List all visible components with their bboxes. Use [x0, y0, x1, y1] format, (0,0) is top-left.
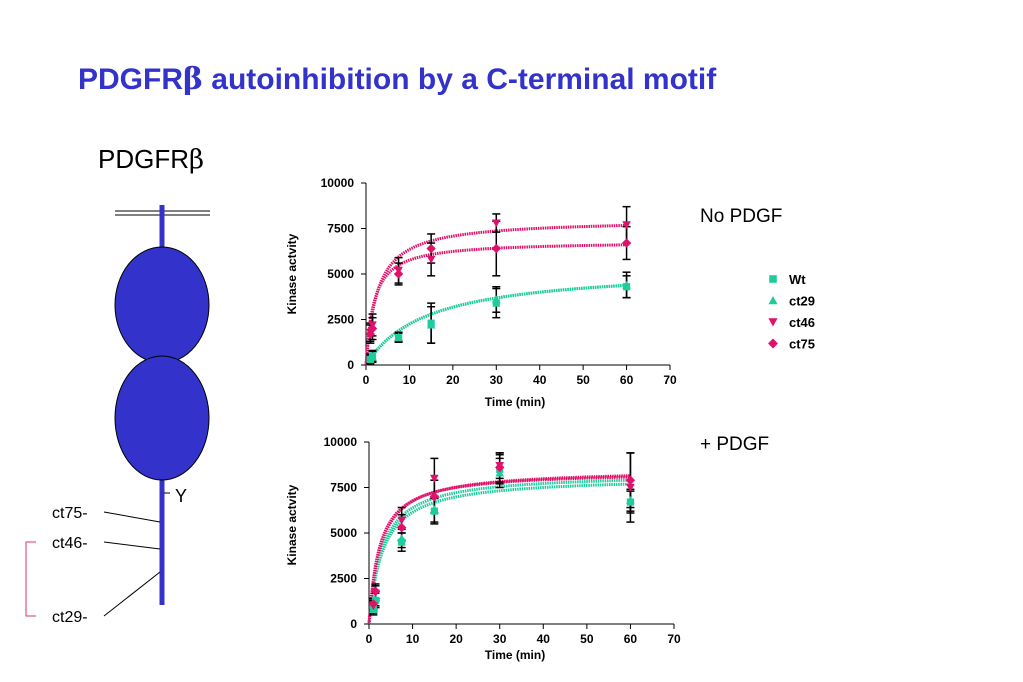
y-tick-label: 2500	[330, 572, 357, 586]
fit-curve-ct75	[367, 474, 631, 625]
fit-curve-ct29	[364, 283, 627, 366]
chart-no-pdgf-x-label: Time (min)	[485, 395, 545, 409]
data-point-ct75	[370, 586, 381, 596]
data-point-ct46	[397, 516, 406, 525]
title-prefix: PDGFR	[78, 63, 183, 96]
beta-symbol: β	[183, 62, 203, 97]
legend-label-ct75: ct75	[789, 337, 815, 352]
y-tick-label: 10000	[321, 176, 355, 190]
data-point-ct46	[426, 255, 436, 264]
fit-curve-Wt	[367, 482, 631, 625]
x-tick-label: 40	[537, 632, 551, 646]
data-point-ct29	[495, 468, 505, 477]
x-tick-label: 40	[533, 373, 547, 387]
data-point-ct75	[621, 238, 632, 248]
data-point-ct75	[429, 491, 440, 502]
receptor-diagram: Y ct75- ct46- ct29-	[25, 205, 210, 626]
panel-label-plus-pdgf: + PDGF	[700, 434, 770, 455]
truncation-label-ct29: ct29-	[52, 609, 88, 626]
x-tick-label: 30	[490, 373, 504, 387]
x-tick-label: 60	[620, 373, 634, 387]
truncation-label-ct75: ct75-	[52, 505, 88, 522]
truncation-label-ct46: ct46-	[52, 535, 88, 552]
data-point-ct75	[368, 599, 379, 609]
data-point-ct75	[625, 475, 636, 485]
data-point-ct29	[622, 280, 631, 289]
legend-marker-ct29	[768, 295, 778, 305]
kinase-lobe-lower	[114, 355, 210, 481]
data-point-ct75	[426, 243, 436, 254]
y-tick-label: 2500	[327, 313, 354, 327]
kinase-lobe-upper	[114, 246, 210, 364]
x-tick-label: 0	[363, 373, 370, 387]
chart-no-pdgf: 0 10 20 30 40 50 60 70 0 2500 5000 7500 10000 Time (…	[285, 176, 677, 409]
receptor-label: PDGFRβ	[98, 144, 204, 175]
legend-label-ct29: ct29	[789, 294, 815, 309]
pointer-ct46	[103, 541, 161, 550]
x-tick-label: 70	[667, 632, 681, 646]
tyrosine-label: Y	[175, 486, 187, 506]
receptor-beta-symbol: β	[189, 145, 205, 175]
y-tick-label: 7500	[327, 222, 354, 236]
slide-title: PDGFRβ autoinhibition by a C-terminal mo…	[78, 62, 716, 97]
x-tick-label: 20	[449, 632, 463, 646]
data-point-ct29	[626, 495, 635, 504]
chart-plus-pdgf-x-label: Time (min)	[485, 648, 545, 662]
x-tick-label: 10	[406, 632, 420, 646]
data-point-ct29	[397, 534, 406, 543]
data-point-ct29	[426, 320, 436, 329]
data-point-ct75	[396, 522, 407, 533]
data-point-ct46	[622, 221, 631, 230]
x-tick-label: 0	[366, 632, 373, 646]
receptor-name: PDGFR	[98, 144, 189, 174]
data-point-ct46	[430, 474, 439, 483]
x-tick-label: 60	[624, 632, 638, 646]
data-point-ct29	[368, 352, 377, 361]
data-point-ct29	[430, 505, 439, 513]
data-point-ct29	[491, 295, 501, 304]
y-tick-label: 10000	[324, 435, 358, 449]
legend-marker-ct75	[768, 338, 778, 349]
data-point-ct75	[367, 323, 378, 334]
panel-label-no-pdgf: No PDGF	[700, 206, 783, 227]
x-tick-label: 10	[403, 373, 417, 387]
chart-no-pdgf-y-label: Kinase actvity	[285, 233, 299, 314]
title-suffix: autoinhibition by a C-terminal motif	[202, 63, 717, 96]
x-tick-label: 30	[493, 632, 507, 646]
legend-marker-ct46	[768, 318, 778, 327]
y-tick-label: 0	[350, 617, 357, 631]
legend-label-Wt: Wt	[789, 272, 806, 287]
chart-plus-pdgf: 0 10 20 30 40 50 60 70 0 2500 5000 7500 10000 Time (…	[285, 435, 681, 662]
x-tick-label: 20	[446, 373, 460, 387]
data-point-ct75	[491, 243, 501, 254]
pointer-ct29	[103, 571, 161, 617]
fit-curve-ct75	[364, 243, 627, 366]
data-point-ct46	[491, 219, 501, 228]
legend-marker-Wt	[769, 275, 777, 283]
y-tick-label: 5000	[327, 267, 354, 281]
data-point-ct46	[626, 483, 635, 492]
chart-plus-pdgf-y-label: Kinase actvity	[285, 484, 299, 565]
data-point-ct75	[393, 269, 404, 279]
data-point-ct75	[495, 462, 505, 473]
x-tick-label: 50	[580, 632, 594, 646]
y-tick-label: 0	[347, 358, 354, 372]
x-tick-label: 70	[663, 373, 677, 387]
pointer-ct75	[103, 511, 161, 523]
chart-legend: Wt ct29 ct46 ct75	[768, 272, 815, 352]
fit-curve-ct46	[367, 475, 631, 625]
y-tick-label: 5000	[330, 526, 357, 540]
truncation-bracket	[25, 541, 36, 617]
data-point-ct29	[394, 332, 403, 341]
y-tick-label: 7500	[330, 481, 357, 495]
legend-label-ct46: ct46	[789, 315, 815, 330]
x-tick-label: 50	[576, 373, 590, 387]
